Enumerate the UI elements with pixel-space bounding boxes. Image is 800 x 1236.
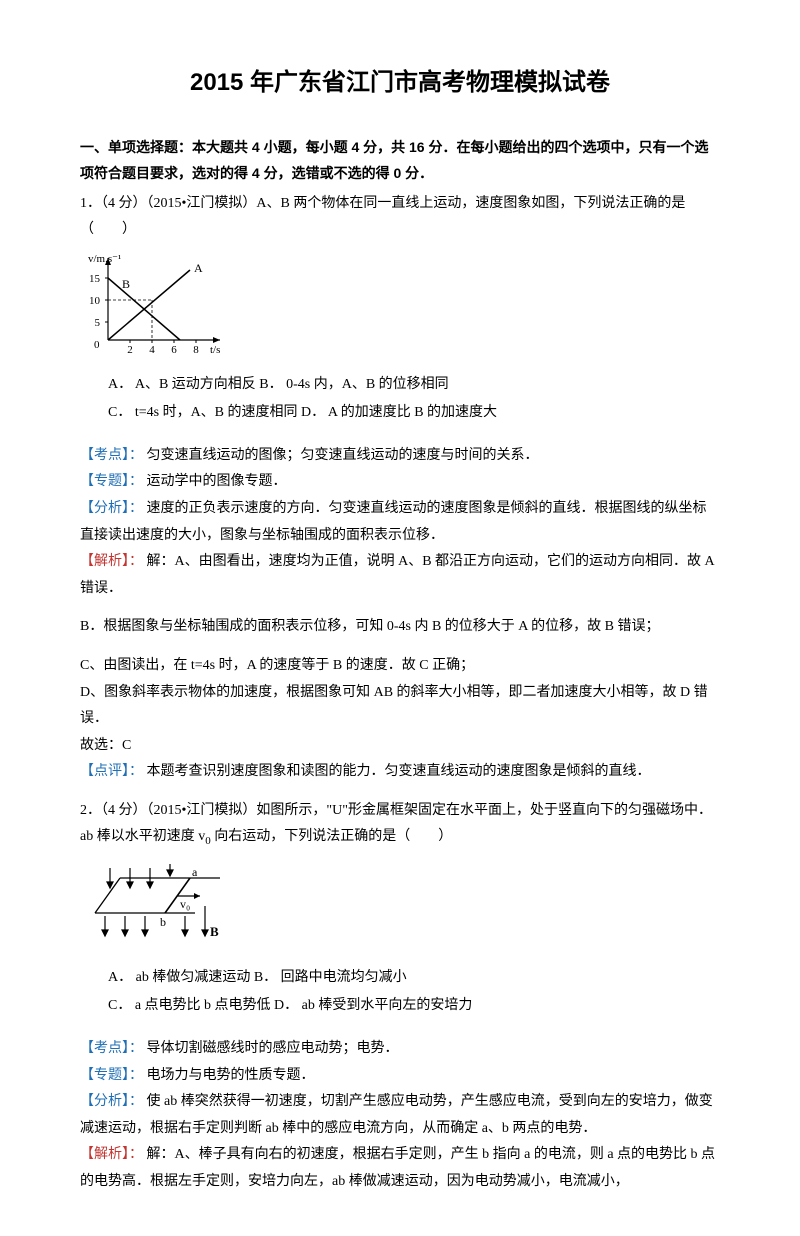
q1-jiexi: 【解析】： 解：A、由图看出，速度均为正值，说明 A、B 都沿正方向运动，它们的… — [80, 549, 720, 602]
fenxi-label: 【分析】： — [80, 501, 143, 516]
dianping-label: 【点评】： — [80, 764, 143, 779]
q2-label-v: v₀ — [180, 897, 190, 911]
section-heading: 一、单项选择题：本大题共 4 小题，每小题 4 分，共 16 分．在每小题给出的… — [80, 134, 720, 187]
page-title: 2015 年广东省江门市高考物理模拟试卷 — [80, 60, 720, 106]
q2-jiexi: 【解析】： 解：A、棒子具有向右的初速度，根据右手定则，产生 b 指向 a 的电… — [80, 1142, 720, 1195]
q2-jiexi-label: 【解析】： — [80, 1147, 143, 1162]
q2-opt-cd: C． a 点电势比 b 点电势低 D． ab 棒受到水平向左的安培力 — [108, 993, 720, 1020]
q1-opt-ab: A． A、B 运动方向相反 B． 0-4s 内，A、B 的位移相同 — [108, 372, 720, 399]
q2-stem: 2．（4 分）（2015•江门模拟）如图所示，"U"形金属框架固定在水平面上，处… — [80, 798, 720, 852]
jiexi-text: 解：A、由图看出，速度均为正值，说明 A、B 都沿正方向运动，它们的运动方向相同… — [80, 554, 714, 596]
q2-zhuanti-label: 【专题】： — [80, 1068, 143, 1083]
q2-label-b: b — [160, 915, 166, 929]
q2-kaodian: 【考点】： 导体切割磁感线时的感应电动势；电势． — [80, 1036, 720, 1063]
q2-label-B: B — [210, 924, 219, 939]
q2-fenxi-label: 【分析】： — [80, 1094, 143, 1109]
origin-label: 0 — [94, 339, 100, 351]
xtick-8: 8 — [193, 344, 199, 355]
xtick-6: 6 — [171, 344, 177, 355]
q2-jiexi-text: 解：A、棒子具有向右的初速度，根据右手定则，产生 b 指向 a 的电流，则 a … — [80, 1147, 715, 1189]
q2-figure: a b v₀ B — [80, 858, 720, 959]
ytick-15: 15 — [89, 273, 101, 285]
dianping-text: 本题考查识别速度图象和读图的能力．匀变速直线运动的速度图象是倾斜的直线． — [143, 764, 651, 779]
q1-fenxi: 【分析】： 速度的正负表示速度的方向．匀变速直线运动的速度图象是倾斜的直线．根据… — [80, 496, 720, 549]
x-axis-label: t/s — [210, 344, 220, 355]
line-a-label: A — [194, 261, 203, 275]
xtick-2: 2 — [127, 344, 133, 355]
kaodian-text: 匀变速直线运动的图像；匀变速直线运动的速度与时间的关系． — [143, 448, 539, 463]
q1-jiexi-c: C、由图读出，在 t=4s 时，A 的速度等于 B 的速度．故 C 正确； — [80, 653, 720, 680]
q1-kaodian: 【考点】： 匀变速直线运动的图像；匀变速直线运动的速度与时间的关系． — [80, 443, 720, 470]
q2-zhuanti-text: 电场力与电势的性质专题． — [143, 1068, 315, 1083]
q2-fenxi: 【分析】： 使 ab 棒突然获得一初速度，切割产生感应电动势，产生感应电流，受到… — [80, 1089, 720, 1142]
q2-kaodian-label: 【考点】： — [80, 1041, 143, 1056]
zhuanti-text: 运动学中的图像专题． — [143, 474, 287, 489]
line-b-label: B — [122, 277, 130, 291]
q1-jiexi-b: B．根据图象与坐标轴围成的面积表示位移，可知 0-4s 内 B 的位移大于 A … — [80, 614, 720, 641]
q2-zhuanti: 【专题】： 电场力与电势的性质专题． — [80, 1063, 720, 1090]
q1-figure: 5 10 15 2 4 6 8 v/m.s⁻¹ t/s 0 A B — [80, 250, 720, 366]
q2-opt-ab: A． ab 棒做匀减速运动 B． 回路中电流均匀减小 — [108, 965, 720, 992]
q2-label-a: a — [192, 865, 198, 879]
q1-dianping: 【点评】： 本题考查识别速度图象和读图的能力．匀变速直线运动的速度图象是倾斜的直… — [80, 759, 720, 786]
q1-options: A． A、B 运动方向相反 B． 0-4s 内，A、B 的位移相同 C． t=4… — [108, 372, 720, 427]
jiexi-label: 【解析】： — [80, 554, 143, 569]
y-axis-label: v/m.s⁻¹ — [88, 253, 121, 265]
ytick-10: 10 — [89, 295, 101, 307]
q1-opt-cd: C． t=4s 时，A、B 的速度相同 D． A 的加速度比 B 的加速度大 — [108, 400, 720, 427]
q1-stem: 1．（4 分）（2015•江门模拟）A、B 两个物体在同一直线上运动，速度图象如… — [80, 191, 720, 244]
q1-zhuanti: 【专题】： 运动学中的图像专题． — [80, 469, 720, 496]
ytick-5: 5 — [95, 317, 101, 329]
zhuanti-label: 【专题】： — [80, 474, 143, 489]
q2-kaodian-text: 导体切割磁感线时的感应电动势；电势． — [143, 1041, 399, 1056]
q2-options: A． ab 棒做匀减速运动 B． 回路中电流均匀减小 C． a 点电势比 b 点… — [108, 965, 720, 1020]
q2-fenxi-text: 使 ab 棒突然获得一初速度，切割产生感应电动势，产生感应电流，受到向左的安培力… — [80, 1094, 713, 1136]
q1-jiexi-ans: 故选：C — [80, 733, 720, 760]
kaodian-label: 【考点】： — [80, 448, 143, 463]
q2-stem-b: 向右运动，下列说法正确的是（ ） — [211, 829, 453, 844]
q1-jiexi-d: D、图象斜率表示物体的加速度，根据图象可知 AB 的斜率大小相等，即二者加速度大… — [80, 680, 720, 733]
xtick-4: 4 — [149, 344, 155, 355]
fenxi-text: 速度的正负表示速度的方向．匀变速直线运动的速度图象是倾斜的直线．根据图线的纵坐标… — [80, 501, 707, 543]
